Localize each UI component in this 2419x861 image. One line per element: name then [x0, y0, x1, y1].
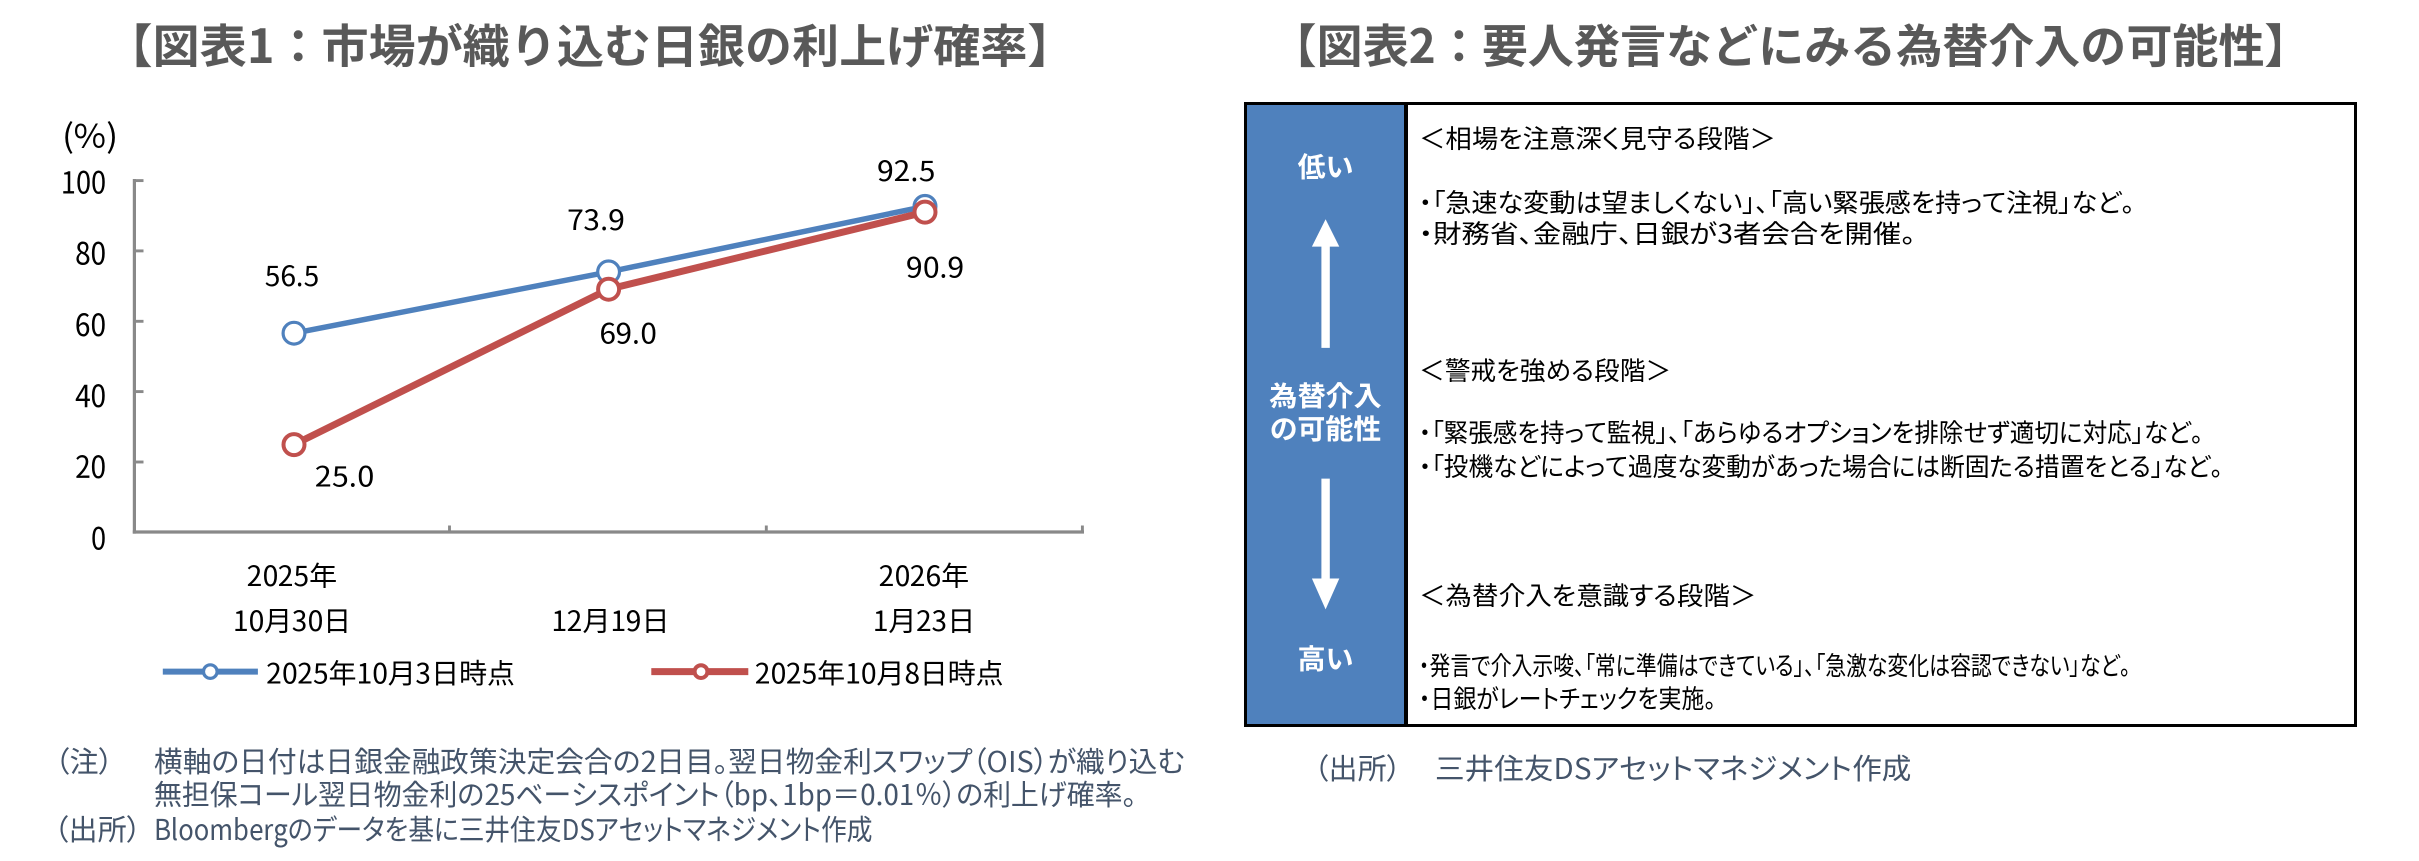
svg-text:40: 40: [75, 372, 106, 416]
svg-text:1月23日: 1月23日: [873, 600, 976, 640]
svg-text:92.5: 92.5: [877, 150, 935, 190]
svg-text:56.5: 56.5: [265, 255, 319, 295]
svg-text:73.9: 73.9: [567, 199, 625, 239]
svg-text:12月19日: 12月19日: [551, 600, 669, 640]
svg-text:20: 20: [75, 443, 106, 487]
svg-text:80: 80: [75, 230, 106, 274]
svg-text:60: 60: [75, 301, 106, 345]
svg-text:100: 100: [61, 159, 106, 203]
svg-text:(%): (%): [62, 112, 118, 158]
svg-text:2025年10月3日時点: 2025年10月3日時点: [266, 653, 515, 693]
svg-text:0: 0: [91, 514, 106, 558]
svg-text:2025年10月8日時点: 2025年10月8日時点: [755, 653, 1004, 693]
svg-text:10月30日: 10月30日: [233, 600, 351, 640]
svg-text:25.0: 25.0: [315, 455, 374, 495]
svg-text:2026年: 2026年: [879, 555, 969, 595]
svg-text:2025年: 2025年: [247, 555, 337, 595]
svg-text:69.0: 69.0: [600, 312, 657, 352]
svg-text:90.9: 90.9: [906, 247, 964, 287]
